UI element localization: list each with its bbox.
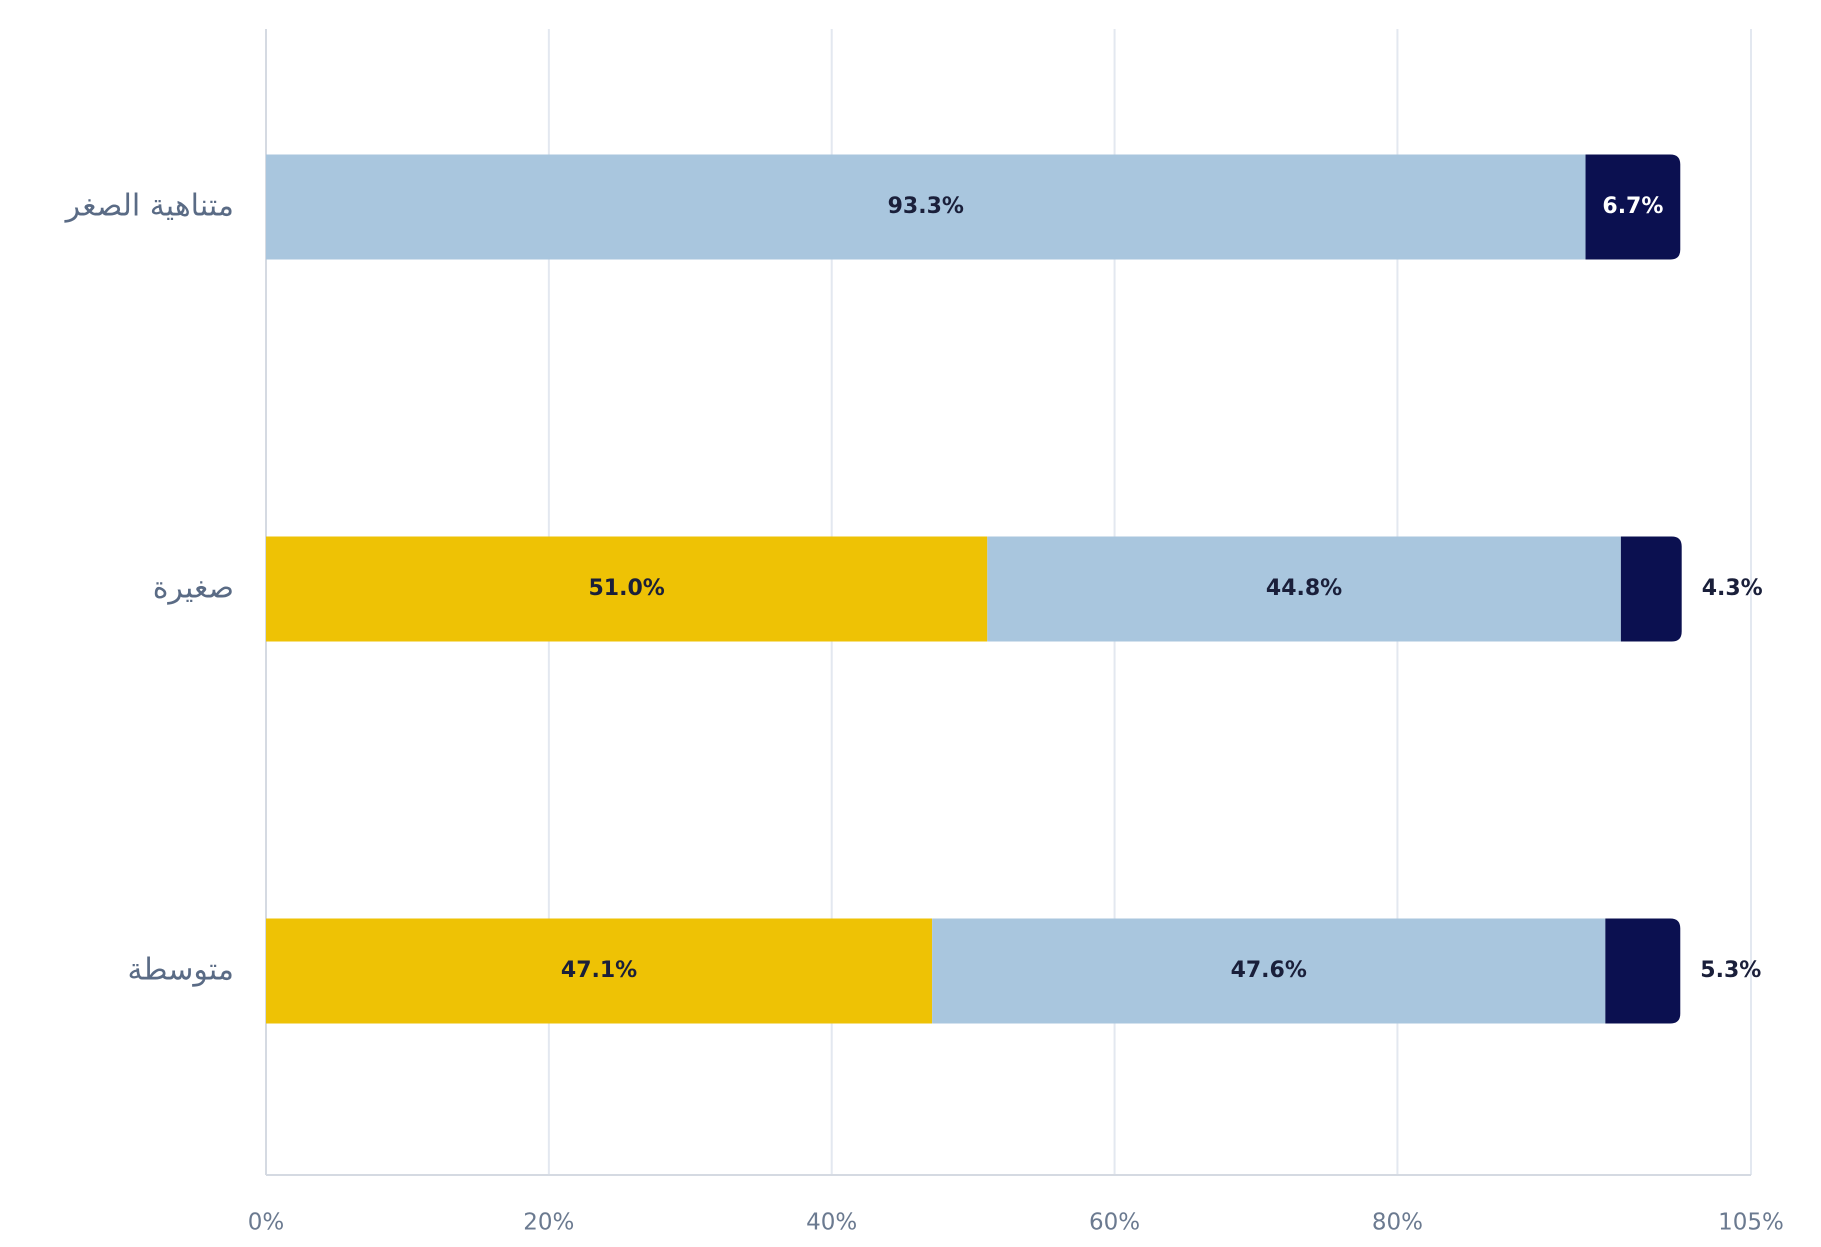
bar-segment xyxy=(266,918,933,1024)
value-label: 5.3% xyxy=(1700,958,1761,983)
bar-segment xyxy=(266,536,988,642)
value-label: 93.3% xyxy=(888,194,964,219)
value-label: 4.3% xyxy=(1702,576,1763,601)
value-label: 44.8% xyxy=(1266,576,1342,601)
value-label: 6.7% xyxy=(1602,194,1663,219)
category-label: صغيرة xyxy=(153,571,234,606)
x-tick-label: 20% xyxy=(523,1210,574,1236)
value-label: 47.6% xyxy=(1231,958,1307,983)
bar-segment xyxy=(1605,918,1681,1024)
value-label: 47.1% xyxy=(561,958,637,983)
bar-segment xyxy=(932,918,1606,1024)
category-label: متناهية الصغر xyxy=(64,189,234,224)
bar-segment xyxy=(266,154,1586,260)
x-tick-label: 80% xyxy=(1372,1210,1423,1236)
category-label: متوسطة xyxy=(128,953,234,988)
bar-segment xyxy=(1620,536,1682,642)
bar-segment xyxy=(1585,154,1681,260)
bar-segment xyxy=(987,536,1621,642)
x-tick-label: 105% xyxy=(1718,1210,1784,1236)
x-tick-label: 60% xyxy=(1089,1210,1140,1236)
x-tick-label: 0% xyxy=(248,1210,285,1236)
x-tick-label: 40% xyxy=(806,1210,857,1236)
value-label: 51.0% xyxy=(588,576,664,601)
